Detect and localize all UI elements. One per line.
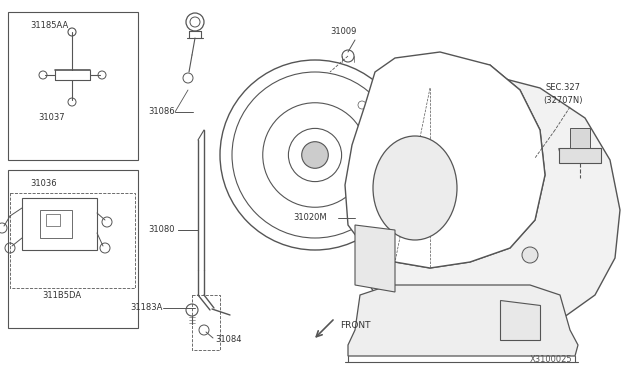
Bar (40, 210, 72, 238)
Text: 311B5DA: 311B5DA (42, 291, 81, 299)
Text: 31183A: 31183A (130, 304, 163, 312)
Circle shape (485, 123, 499, 137)
Bar (192, 295, 220, 350)
Text: 31086: 31086 (148, 108, 175, 116)
Text: SEC.327: SEC.327 (545, 83, 580, 93)
Circle shape (522, 247, 538, 263)
Text: X3100025: X3100025 (530, 356, 573, 365)
Text: 31009: 31009 (330, 28, 356, 36)
Text: 31020M: 31020M (293, 214, 326, 222)
Text: 31084: 31084 (215, 336, 241, 344)
Polygon shape (348, 285, 578, 356)
Circle shape (478, 116, 506, 144)
Polygon shape (365, 60, 620, 340)
Text: FRONT: FRONT (340, 321, 371, 330)
Bar (570, 128, 590, 148)
Text: 31080: 31080 (148, 225, 175, 234)
Ellipse shape (373, 136, 457, 240)
Bar (8, 12, 138, 160)
Text: 31036: 31036 (30, 179, 56, 187)
Polygon shape (345, 52, 545, 268)
Polygon shape (355, 225, 395, 292)
Polygon shape (500, 300, 540, 340)
Circle shape (390, 163, 440, 213)
Bar (8, 170, 138, 328)
Bar (559, 148, 601, 163)
Circle shape (301, 142, 328, 168)
Bar (22, 198, 97, 250)
Bar (10, 193, 135, 288)
Text: (32707N): (32707N) (543, 96, 582, 105)
Text: 31185AA: 31185AA (30, 20, 68, 29)
Circle shape (409, 182, 421, 194)
Text: 31037: 31037 (38, 113, 65, 122)
Bar (46, 214, 60, 226)
